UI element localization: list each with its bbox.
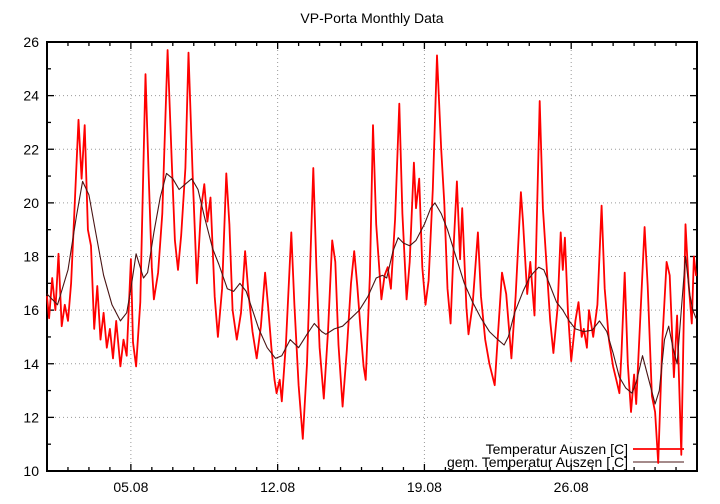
x-tick-label: 19.08 <box>407 479 442 495</box>
y-tick-label: 24 <box>23 88 39 104</box>
y-tick-label: 16 <box>23 302 39 318</box>
y-tick-label: 22 <box>23 141 39 157</box>
y-tick-label: 12 <box>23 409 39 425</box>
y-tick-label: 14 <box>23 356 39 372</box>
x-tick-label: 26.08 <box>554 479 589 495</box>
x-tick-label: 05.08 <box>113 479 148 495</box>
y-tick-label: 20 <box>23 195 39 211</box>
legend-label-gem-temperatur: gem. Temperatur Auszen [ C] <box>446 454 628 470</box>
legend-label-temperatur: Temperatur Auszen [C] <box>485 441 628 457</box>
series-gem-temperatur-auszen <box>46 172 697 405</box>
y-tick-label: 26 <box>23 34 39 50</box>
chart-title: VP-Porta Monthly Data <box>300 10 444 26</box>
y-tick-label: 18 <box>23 249 39 265</box>
y-tick-label: 10 <box>23 463 39 479</box>
x-tick-label: 12.08 <box>260 479 295 495</box>
legend-entry-temperatur: Temperatur Auszen [C] <box>298 442 628 456</box>
legend-entry-gem-temperatur: gem. Temperatur Auszen [ C] <box>298 455 628 469</box>
series-temperatur-auszen <box>46 49 697 464</box>
